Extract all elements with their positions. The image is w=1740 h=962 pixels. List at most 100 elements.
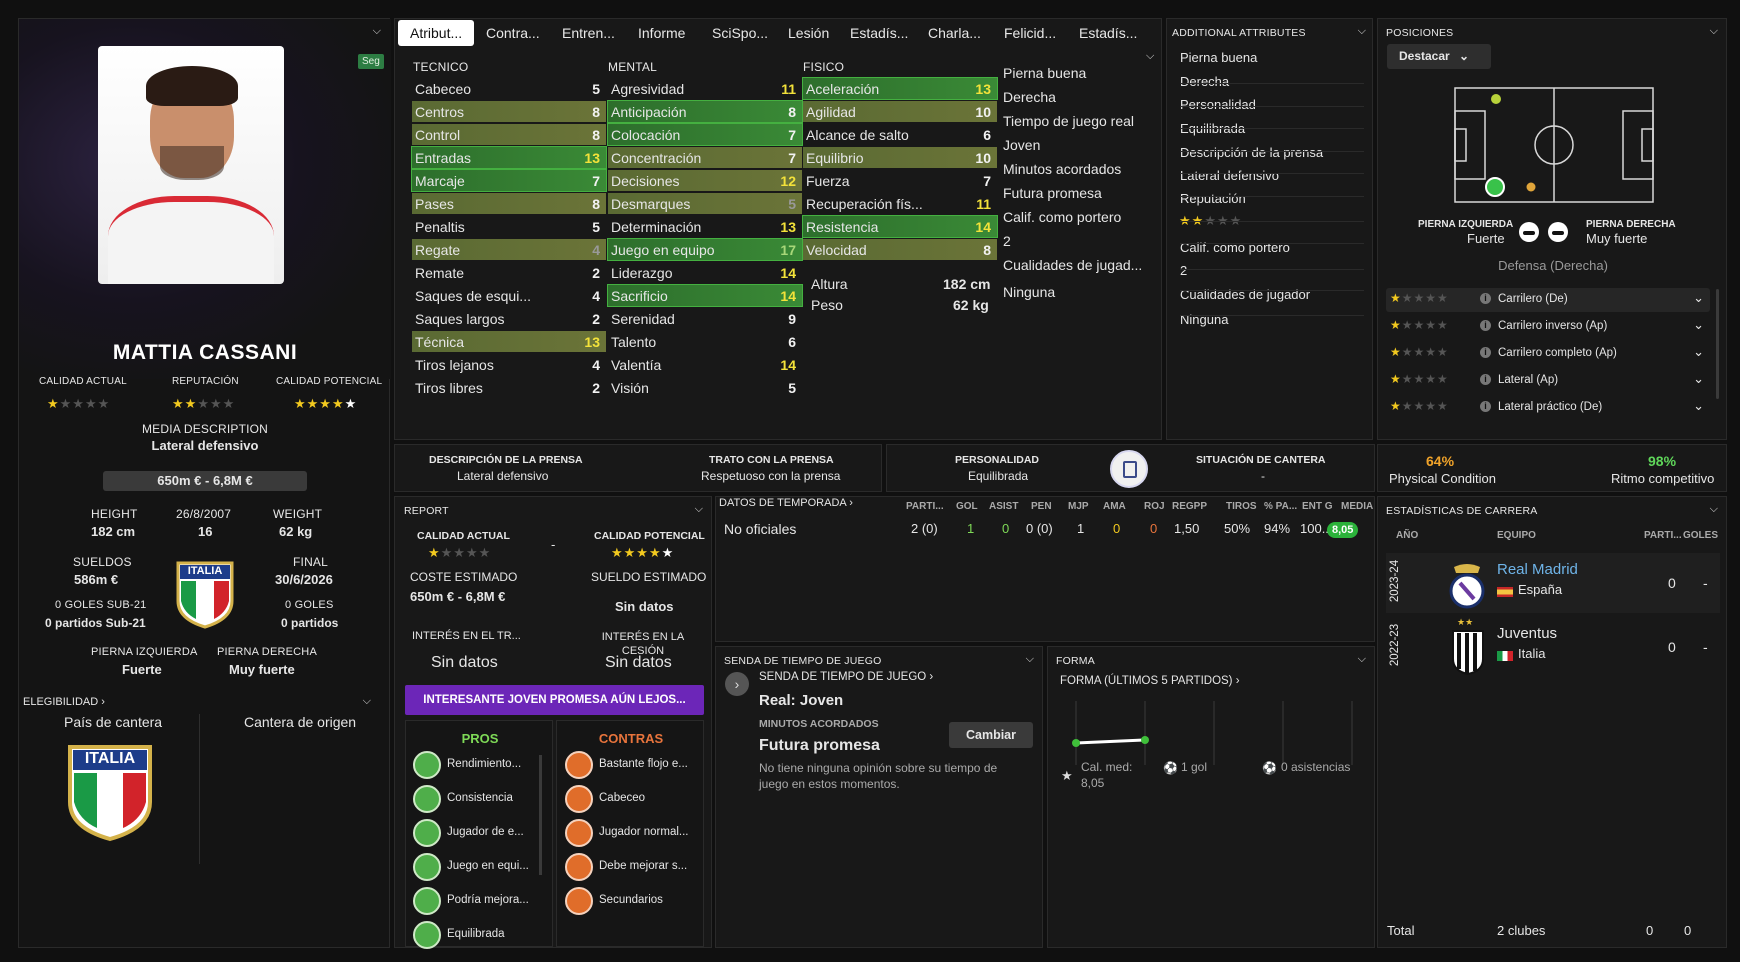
- attribute-row[interactable]: Resistencia 14: [802, 215, 998, 238]
- chevron-down-icon[interactable]: ⌵: [362, 695, 371, 707]
- report-banner[interactable]: INTERESANTE JOVEN PROMESA AÚN LEJOS...: [405, 685, 704, 715]
- tab-training[interactable]: Entren...: [562, 25, 615, 41]
- value-badge: 650m € - 6,8M €: [103, 471, 307, 491]
- arrow-right-icon[interactable]: ›: [725, 672, 749, 696]
- chevron-down-icon: ⌄: [1459, 49, 1470, 63]
- chevron-down-icon[interactable]: ⌵: [694, 503, 703, 515]
- chevron-down-icon[interactable]: ⌵: [1146, 50, 1155, 62]
- attribute-row[interactable]: Serenidad 9: [608, 308, 802, 329]
- attribute-row[interactable]: Determinación 13: [608, 216, 802, 237]
- attribute-row[interactable]: Saques de esqui... 4: [412, 285, 606, 306]
- season-title-link[interactable]: DATOS DE TEMPORADA ›: [719, 497, 853, 509]
- attribute-row[interactable]: Decisiones 12: [608, 170, 802, 191]
- playtime-link[interactable]: SENDA DE TIEMPO DE JUEGO ›: [759, 671, 933, 683]
- chevron-down-icon[interactable]: ⌄: [1693, 290, 1704, 305]
- attribute-row[interactable]: Agilidad 10: [803, 101, 997, 122]
- attribute-name: Saques de esqui...: [415, 287, 531, 304]
- spain-flag-icon: [1497, 587, 1513, 597]
- attribute-row[interactable]: Entradas 13: [411, 146, 607, 169]
- form-avg-label: Cal. med:: [1081, 760, 1133, 774]
- attribute-row[interactable]: Liderazgo 14: [608, 262, 802, 283]
- attribute-row[interactable]: Marcaje 7: [411, 169, 607, 192]
- role-row[interactable]: ★★★★★ i Carrilero completo (Ap) ⌄: [1386, 342, 1710, 366]
- attribute-row[interactable]: Centros 8: [412, 101, 606, 122]
- role-row[interactable]: ★★★★★ i Lateral (Ap) ⌄: [1386, 369, 1710, 393]
- attribute-row[interactable]: Visión 5: [608, 377, 802, 398]
- attribute-name: Marcaje: [415, 172, 465, 189]
- attribute-row[interactable]: Aceleración 13: [802, 77, 998, 100]
- season-row-label: No oficiales: [724, 521, 797, 537]
- chevron-down-icon[interactable]: ⌵: [1025, 653, 1034, 665]
- info-icon[interactable]: i: [1480, 401, 1491, 412]
- chevron-down-icon[interactable]: ⌵: [372, 25, 381, 37]
- change-button[interactable]: Cambiar: [949, 722, 1033, 748]
- highlight-dropdown[interactable]: Destacar ⌄: [1387, 44, 1491, 69]
- attribute-row[interactable]: Cabeceo 5: [412, 78, 606, 99]
- attribute-row[interactable]: Regate 4: [412, 239, 606, 260]
- attribute-row[interactable]: Concentración 7: [608, 147, 802, 168]
- chevron-down-icon[interactable]: ⌵: [1357, 653, 1366, 665]
- report-transfer-label: INTERÉS EN EL TR...: [412, 630, 521, 642]
- attribute-row[interactable]: Control 8: [412, 124, 606, 145]
- tab-injury[interactable]: Lesión: [788, 25, 830, 41]
- tab-stats-2[interactable]: Estadís...: [1079, 25, 1138, 41]
- role-row[interactable]: ★★★★★ i Carrilero inverso (Ap) ⌄: [1386, 315, 1710, 339]
- role-row[interactable]: ★★★★★ i Lateral práctico (De) ⌄: [1386, 396, 1710, 420]
- tab-attributes[interactable]: Atribut...: [398, 20, 475, 46]
- roles-scrollbar[interactable]: [1716, 289, 1719, 399]
- attribute-row[interactable]: Anticipación 8: [607, 100, 803, 123]
- role-row[interactable]: ★★★★★ i Carrilero (De) ⌄: [1386, 288, 1710, 312]
- attribute-row[interactable]: Saques largos 2: [412, 308, 606, 329]
- attribute-row[interactable]: Penaltis 5: [412, 216, 606, 237]
- career-team-link[interactable]: Real Madrid: [1497, 561, 1578, 578]
- attribute-value: 12: [780, 172, 796, 189]
- attribute-row[interactable]: Fuerza 7: [803, 170, 997, 191]
- career-row[interactable]: 2023-24 Real Madrid España 0 -: [1386, 553, 1720, 613]
- report-ca-stars: ★★★★★: [428, 545, 492, 560]
- career-team-name[interactable]: Juventus: [1497, 625, 1558, 642]
- chevron-down-icon[interactable]: ⌵: [1357, 25, 1366, 37]
- tab-scisports[interactable]: SciSpo...: [712, 25, 769, 41]
- attribute-row[interactable]: Tiros libres 2: [412, 377, 606, 398]
- attribute-row[interactable]: Alcance de salto 6: [803, 124, 997, 145]
- career-row[interactable]: 2022-23 ★★ Juventus Italia 0 -: [1386, 617, 1720, 677]
- info-icon[interactable]: i: [1480, 347, 1491, 358]
- attribute-row[interactable]: Sacrificio 14: [607, 284, 803, 307]
- attribute-row[interactable]: Valentía 14: [608, 354, 802, 375]
- attribute-row[interactable]: Equilibrio 10: [803, 147, 997, 168]
- info-icon[interactable]: i: [1480, 293, 1491, 304]
- attribute-row[interactable]: Agresividad 11: [608, 78, 802, 99]
- tab-stats[interactable]: Estadís...: [850, 25, 909, 41]
- form-point[interactable]: [1072, 739, 1080, 747]
- attribute-row[interactable]: Colocación 7: [607, 123, 803, 146]
- form-subtitle-link[interactable]: FORMA (ÚLTIMOS 5 PARTIDOS) ›: [1060, 675, 1240, 687]
- chevron-down-icon[interactable]: ⌄: [1693, 371, 1704, 386]
- attribute-row[interactable]: Desmarques 5: [608, 193, 802, 214]
- attribute-row[interactable]: Recuperación fís... 11: [803, 193, 997, 214]
- chevron-down-icon[interactable]: ⌵: [1709, 25, 1718, 37]
- attribute-row[interactable]: Tiros lejanos 4: [412, 354, 606, 375]
- attribute-row[interactable]: Pases 8: [412, 193, 606, 214]
- info-icon[interactable]: i: [1480, 320, 1491, 331]
- career-head-team: EQUIPO: [1497, 530, 1536, 541]
- contract-label: FINAL: [293, 555, 329, 569]
- attribute-row[interactable]: Técnica 13: [412, 331, 606, 352]
- tab-report[interactable]: Informe: [638, 25, 686, 41]
- tab-happiness[interactable]: Felicid...: [1004, 25, 1057, 41]
- con-icon: [565, 751, 593, 779]
- tab-contract[interactable]: Contra...: [486, 25, 540, 41]
- form-point[interactable]: [1141, 736, 1149, 744]
- attribute-row[interactable]: Juego en equipo 17: [607, 238, 803, 261]
- attribute-row[interactable]: Talento 6: [608, 331, 802, 352]
- attribute-row[interactable]: Velocidad 8: [803, 239, 997, 260]
- pitch-diagram: [1454, 87, 1654, 203]
- chevron-down-icon[interactable]: ⌄: [1693, 398, 1704, 413]
- chevron-down-icon[interactable]: ⌄: [1693, 317, 1704, 332]
- attribute-row[interactable]: Remate 2: [412, 262, 606, 283]
- eligibility-link[interactable]: ELEGIBILIDAD ›: [23, 696, 105, 708]
- chevron-down-icon[interactable]: ⌵: [1709, 503, 1718, 515]
- chevron-down-icon[interactable]: ⌄: [1693, 344, 1704, 359]
- pros-scrollbar[interactable]: [539, 755, 542, 875]
- tab-talk[interactable]: Charla...: [928, 25, 981, 41]
- info-icon[interactable]: i: [1480, 374, 1491, 385]
